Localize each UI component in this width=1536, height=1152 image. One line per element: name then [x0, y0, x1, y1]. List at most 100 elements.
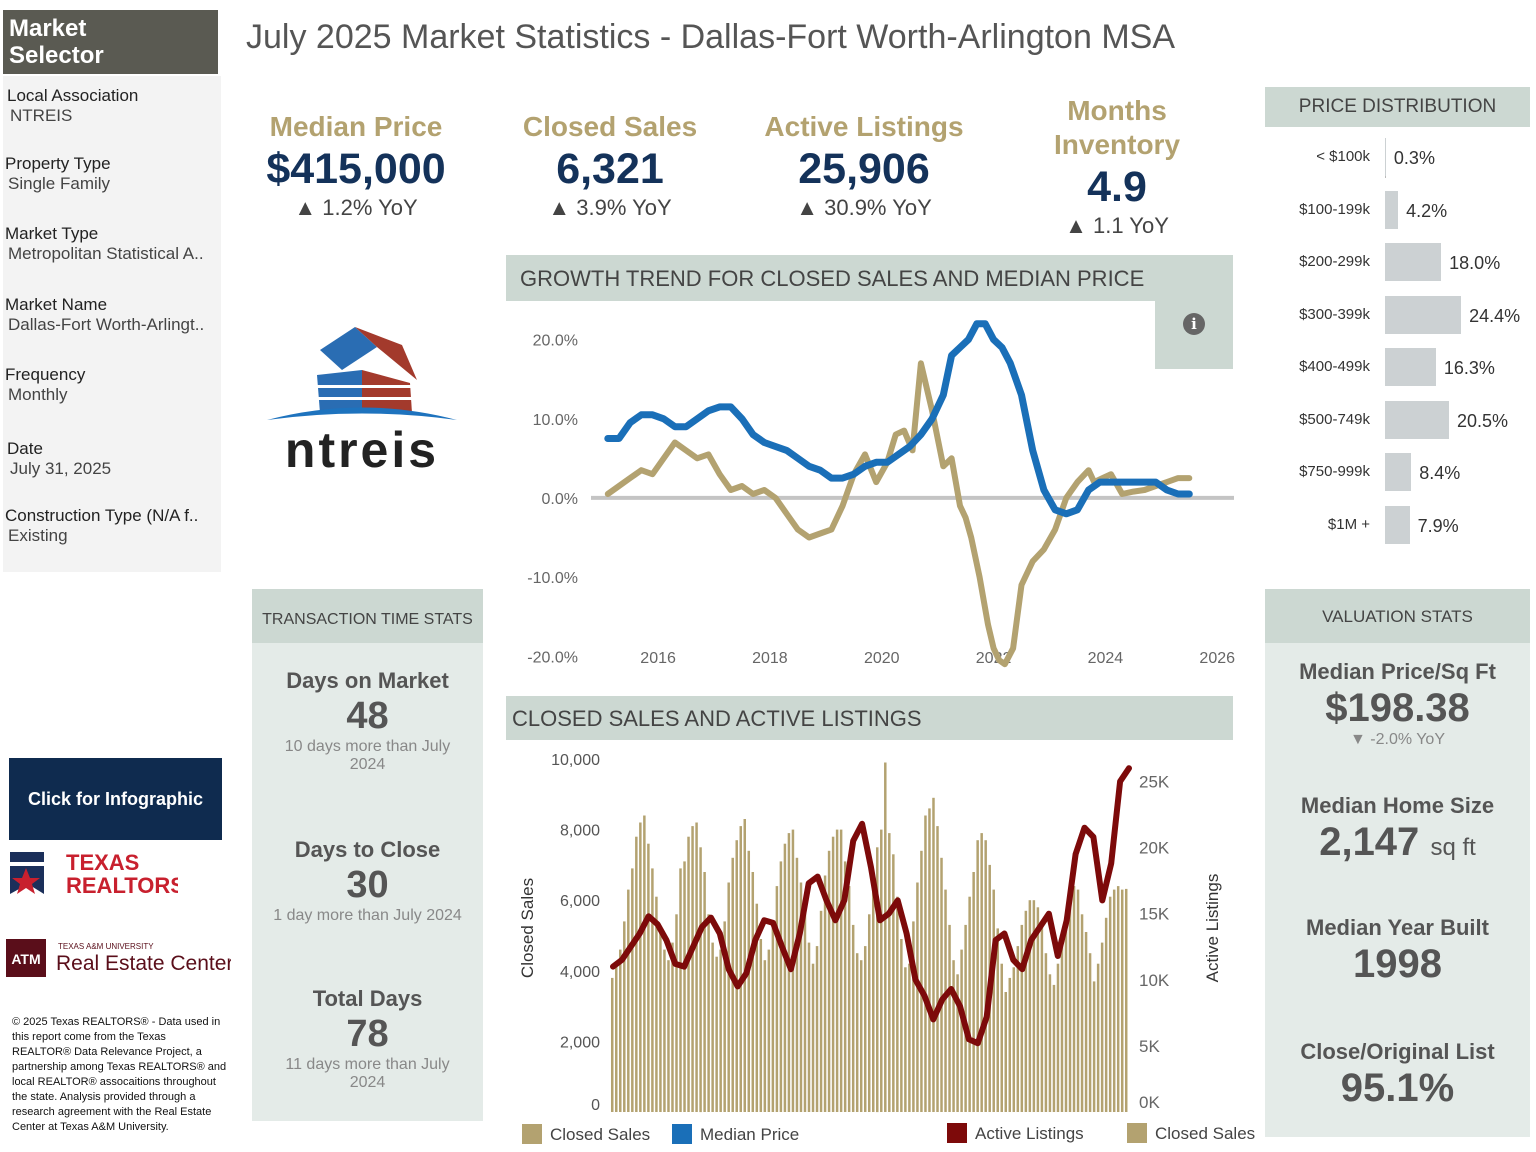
kpi-change: ▲ 3.9% YoY — [548, 195, 672, 220]
closed-sales-bar — [663, 949, 666, 1112]
filter-value[interactable]: July 31, 2025 — [10, 459, 112, 478]
legend-swatch — [672, 1124, 692, 1144]
closed-sales-bar — [1008, 977, 1012, 1112]
stat-value: $198.38 — [1325, 686, 1470, 730]
closed-sales-bar — [631, 868, 634, 1112]
closed-sales-bar — [1040, 924, 1044, 1112]
median-home-size: Median Home Size 2,147 sq ft — [1265, 793, 1530, 871]
x-tick-label: 2026 — [1199, 650, 1235, 667]
legend-closed-sales-bars: Closed Sales — [1127, 1123, 1255, 1144]
price-row: $100-199k 4.2% — [1265, 190, 1530, 231]
close-to-original-list: Close/Original List 95.1% — [1265, 1039, 1530, 1111]
closed-sales-bar — [1036, 907, 1040, 1112]
filter-date[interactable]: Date July 31, 2025 — [7, 439, 219, 479]
legend-label: Closed Sales — [550, 1125, 651, 1144]
filter-value[interactable]: Single Family — [8, 174, 111, 193]
y-left-tick-label: 8,000 — [560, 823, 600, 840]
closed-sales-bar — [1096, 963, 1100, 1112]
stat-label: Days on Market — [286, 668, 449, 693]
filter-local-association[interactable]: Local Association NTREIS — [7, 86, 219, 126]
closed-sales-bar — [751, 872, 755, 1112]
closed-sales-bar — [863, 946, 867, 1112]
closed-sales-bar — [1084, 932, 1088, 1112]
texas-realtors-line2: REALTORS — [66, 873, 178, 898]
y-tick-label: 10.0% — [533, 412, 578, 429]
x-tick-label: 2018 — [752, 650, 788, 667]
closed-sales-bar — [811, 963, 815, 1112]
closed-sales-bar — [739, 826, 742, 1112]
x-tick-label: 2024 — [1088, 650, 1124, 667]
closed-sales-bar — [896, 896, 899, 1112]
filter-label: Property Type — [5, 154, 111, 173]
page-title: July 2025 Market Statistics - Dallas-For… — [246, 18, 1175, 56]
kpi-value: 25,906 — [798, 145, 930, 193]
closed-sales-bar — [819, 910, 823, 1112]
closed-sales-bar — [992, 889, 995, 1112]
closed-sales-active-listings-chart: 10,000 8,000 6,000 4,000 2,000 0 25K 20K 15K 10K 5… — [518, 752, 1222, 1114]
real-estate-center-logo-graphic: ATM TEXAS A&M UNIVERSITY Real Estate Cen… — [6, 939, 233, 977]
x-tick-label: 2016 — [640, 650, 676, 667]
closed-sales-bar — [847, 886, 851, 1112]
stat-value: 78 — [346, 1013, 389, 1055]
filter-label: Construction Type (N/A f.. — [5, 506, 199, 525]
real-estate-center-logo: ATM TEXAS A&M UNIVERSITY Real Estate Cen… — [6, 937, 233, 979]
closed-sales-bar — [1060, 942, 1064, 1112]
closed-sales-bar — [859, 960, 863, 1112]
y-tick-label: 0.0% — [542, 491, 578, 508]
closed-sales-bar — [771, 924, 775, 1112]
legend-swatch — [522, 1124, 542, 1144]
valuation-panel: Median Price/Sq Ft $198.38 ▼ -2.0% YoY M… — [1265, 643, 1530, 1137]
closed-sales-bar — [1028, 900, 1032, 1112]
price-row-label: $200-299k — [1299, 253, 1370, 270]
closed-sales-bar — [940, 857, 943, 1112]
closed-sales-bar — [851, 924, 855, 1112]
filter-value[interactable]: Dallas-Fort Worth-Arlingt.. — [8, 315, 205, 334]
price-row-bar — [1385, 348, 1436, 386]
closed-sales-bar — [980, 833, 983, 1112]
info-icon[interactable]: i — [1183, 313, 1205, 335]
filter-construction-type[interactable]: Construction Type (N/A f.. Existing — [5, 506, 217, 546]
price-row-value: 16.3% — [1443, 358, 1495, 378]
infographic-button[interactable]: Click for Infographic — [9, 758, 222, 840]
price-row-bar — [1385, 453, 1412, 491]
closed-sales-bar — [711, 942, 714, 1112]
filter-frequency[interactable]: Frequency Monthly — [5, 365, 217, 405]
closed-sales-bar — [972, 872, 975, 1112]
median-price-per-sqft: Median Price/Sq Ft $198.38 ▼ -2.0% YoY — [1265, 659, 1530, 749]
total-days: Total Days 78 11 days more than July 202… — [252, 986, 483, 1092]
kpi-median-price: Median Price $415,000 ▲ 1.2% YoY — [236, 110, 476, 222]
ntreis-logo-text: ntreis — [285, 422, 439, 475]
closed-sales-bar — [948, 924, 951, 1112]
price-row-value: 20.5% — [1456, 410, 1508, 431]
closed-sales-bar — [1064, 914, 1068, 1112]
closed-sales-bar — [1100, 942, 1104, 1112]
filter-market-name[interactable]: Market Name Dallas-Fort Worth-Arlingt.. — [5, 295, 217, 335]
closed-sales-bar — [699, 847, 702, 1113]
closed-sales-bar — [892, 854, 895, 1112]
filter-value[interactable]: Monthly — [8, 385, 68, 404]
closed-sales-bar — [779, 861, 783, 1112]
filter-value[interactable]: Metropolitan Statistical A.. — [8, 244, 204, 263]
growth-trend-chart: 20.0% 10.0% 0.0% -10.0% -20.0% 2016 2018 2020 20… — [527, 320, 1235, 668]
y-tick-label: -10.0% — [527, 570, 578, 587]
closed-sales-bar — [888, 833, 891, 1112]
legend-median-price: Median Price — [672, 1124, 799, 1145]
y-right-tick-label: 15K — [1139, 905, 1170, 924]
filter-property-type[interactable]: Property Type Single Family — [5, 154, 217, 194]
price-row: $1M + 7.9% — [1265, 505, 1530, 546]
closed-sales-bar — [703, 872, 706, 1112]
filter-market-type[interactable]: Market Type Metropolitan Statistical A.. — [5, 224, 217, 264]
closed-sales-bar — [611, 977, 614, 1112]
price-row-bar — [1385, 505, 1410, 544]
y-tick-label: 20.0% — [533, 333, 578, 350]
price-distribution-heading: PRICE DISTRIBUTION — [1265, 87, 1530, 127]
y-left-tick-label: 0 — [591, 1097, 600, 1114]
legend-swatch — [1127, 1123, 1147, 1143]
kpi-label-line2: Inventory — [1053, 129, 1181, 160]
filter-value[interactable]: NTREIS — [10, 106, 73, 125]
filter-value[interactable]: Existing — [8, 526, 68, 545]
kpi-value: 4.9 — [1087, 163, 1147, 211]
closed-sales-bar — [691, 826, 694, 1112]
market-selector-heading: Market Selector — [3, 10, 218, 74]
closed-sales-bar — [723, 921, 726, 1112]
